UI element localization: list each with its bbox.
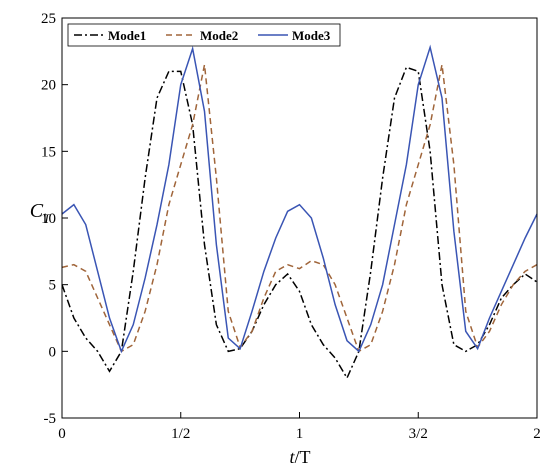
x-axis-label: t/T [289, 447, 310, 467]
legend-label: Mode2 [200, 28, 238, 43]
x-label-italic: t [289, 447, 295, 467]
y-tick-label: 15 [41, 144, 56, 160]
series-line [61, 66, 538, 380]
legend-box [67, 23, 341, 47]
y-axis-label: CT [30, 200, 51, 226]
y-tick-label: 0 [49, 344, 57, 360]
y-label-sub: T [43, 211, 51, 226]
y-tick-label: 5 [49, 278, 57, 294]
y-label-main: C [30, 200, 44, 222]
legend-label: Mode1 [108, 28, 146, 43]
y-tick-label: 25 [41, 11, 56, 27]
plot-frame [61, 17, 538, 419]
y-tick-label: 20 [41, 78, 56, 94]
x-tick-label: 0 [58, 426, 66, 442]
y-tick-label: -5 [44, 411, 57, 427]
y-tick-label: 10 [41, 211, 56, 227]
x-tick-label: 1 [296, 426, 304, 442]
x-tick-label: 1/2 [171, 426, 190, 442]
legend-label: Mode3 [292, 28, 331, 43]
x-tick-label: 2 [533, 426, 541, 442]
x-tick-label: 3/2 [409, 426, 428, 442]
series-line [61, 44, 538, 354]
series-line [61, 64, 538, 353]
x-label-rest: /T [295, 447, 311, 467]
